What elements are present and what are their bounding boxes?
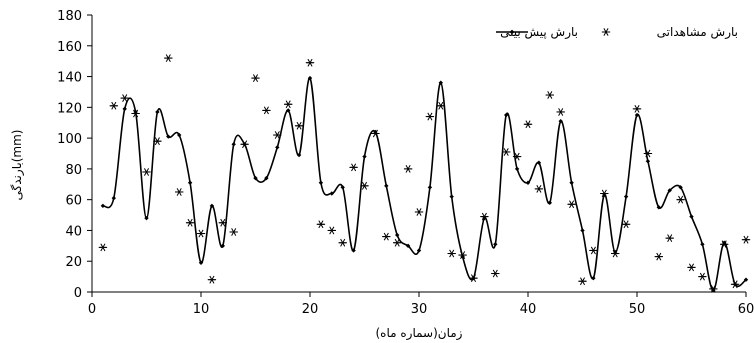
observed-point: [328, 227, 336, 234]
predicted-point: [101, 204, 105, 208]
predicted-point: [689, 214, 693, 218]
observed-point: [208, 276, 216, 283]
predicted-point: [580, 228, 584, 232]
x-tick-label: 30: [411, 302, 428, 317]
y-tick-label: 140: [57, 71, 82, 86]
observed-point: [415, 208, 423, 215]
y-tick-label: 160: [57, 40, 82, 55]
legend-star-icon: [602, 28, 610, 35]
observed-point: [633, 105, 641, 112]
observed-point: [306, 59, 314, 66]
predicted-series-line: [103, 78, 746, 291]
observed-point: [578, 278, 586, 285]
predicted-point: [395, 233, 399, 237]
x-tick-label: 40: [520, 302, 537, 317]
observed-point: [382, 233, 390, 240]
predicted-point: [144, 216, 148, 220]
observed-point: [644, 150, 652, 157]
y-tick-label: 40: [65, 224, 82, 239]
observed-point: [295, 122, 303, 129]
observed-point: [426, 113, 434, 120]
predicted-point: [362, 154, 366, 158]
predicted-point: [232, 142, 236, 146]
predicted-point: [112, 196, 116, 200]
observed-point: [698, 273, 706, 280]
observed-point: [164, 54, 172, 61]
legend-label-observed: بارش مشاهداتی: [657, 25, 738, 40]
predicted-point: [155, 110, 159, 114]
observed-point: [251, 74, 259, 81]
observed-point: [110, 102, 118, 109]
observed-point: [535, 185, 543, 192]
observed-point: [469, 275, 477, 282]
y-tick-label: 120: [57, 101, 82, 116]
observed-point: [448, 250, 456, 257]
series-layer: [99, 54, 751, 292]
y-ticks: 0 20 40 60 80 100 120 140 160 180: [57, 9, 92, 301]
observed-point: [557, 108, 565, 115]
observed-point: [676, 196, 684, 203]
predicted-point: [493, 242, 497, 246]
x-ticks: 0 10 20 30 40 50 60: [88, 292, 754, 317]
observed-point: [589, 247, 597, 254]
predicted-point: [384, 184, 388, 188]
y-tick-label: 20: [65, 255, 82, 270]
y-tick-label: 60: [65, 194, 82, 209]
observed-point: [284, 101, 292, 108]
predicted-point: [700, 242, 704, 246]
observed-point: [317, 221, 325, 228]
y-tick-label: 100: [57, 132, 82, 147]
predicted-point: [569, 181, 573, 185]
observed-point: [567, 201, 575, 208]
predicted-point: [624, 194, 628, 198]
legend-star-marker: [602, 28, 610, 35]
observed-point: [687, 264, 695, 271]
y-tick-label: 80: [65, 163, 82, 178]
observed-point: [142, 168, 150, 175]
observed-point: [655, 253, 663, 260]
y-axis-label: بارندگی(mm): [10, 130, 25, 201]
observed-point: [262, 107, 270, 114]
observed-point: [240, 141, 248, 148]
observed-point: [524, 121, 532, 128]
x-tick-label: 60: [738, 302, 754, 317]
observed-point: [546, 91, 554, 98]
observed-point: [666, 235, 674, 242]
x-axis-label: زمان(سماره ماه): [376, 326, 463, 341]
observed-point: [742, 236, 750, 243]
legend: بارش مشاهداتی بارش پیش بینی: [496, 25, 738, 40]
x-tick-label: 20: [302, 302, 319, 317]
observed-point: [230, 228, 238, 235]
observed-point: [339, 239, 347, 246]
predicted-point: [646, 159, 650, 163]
observed-point: [404, 165, 412, 172]
predicted-point: [515, 167, 519, 171]
observed-point: [175, 188, 183, 195]
predicted-point: [428, 185, 432, 189]
predicted-point: [450, 194, 454, 198]
x-tick-label: 50: [629, 302, 646, 317]
predicted-point: [123, 107, 127, 111]
observed-point: [349, 164, 357, 171]
y-tick-label: 180: [57, 9, 82, 24]
predicted-point: [319, 181, 323, 185]
observed-point: [491, 270, 499, 277]
observed-point: [99, 244, 107, 251]
y-tick-label: 0: [74, 286, 82, 301]
observed-point: [186, 219, 194, 226]
x-tick-label: 0: [88, 302, 96, 317]
x-tick-label: 10: [193, 302, 210, 317]
predicted-point: [275, 145, 279, 149]
observed-point: [197, 230, 205, 237]
predicted-point: [188, 181, 192, 185]
